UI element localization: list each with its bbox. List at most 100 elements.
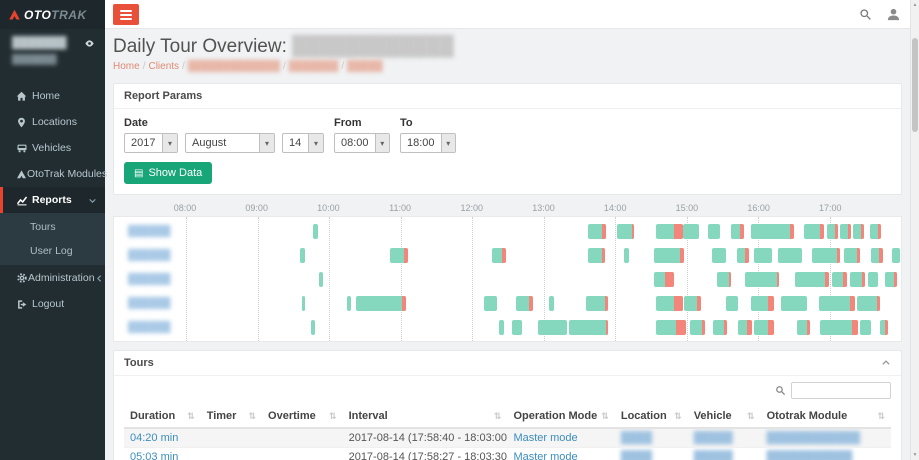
timeline-bar[interactable] xyxy=(300,248,306,263)
timeline-bar[interactable] xyxy=(587,248,605,263)
timeline-bar[interactable] xyxy=(750,224,794,239)
timeline-bar[interactable] xyxy=(745,272,780,287)
timeline-bar[interactable] xyxy=(516,296,533,311)
timeline-bar[interactable] xyxy=(346,296,352,311)
timeline-bar[interactable] xyxy=(730,224,744,239)
timeline-bar[interactable] xyxy=(778,248,803,263)
timeline-bar[interactable] xyxy=(753,320,774,335)
timeline-bar[interactable] xyxy=(750,296,774,311)
timeline-bar[interactable] xyxy=(754,248,773,263)
timeline-bar[interactable] xyxy=(737,320,752,335)
module-link-redacted[interactable]: ████████████ xyxy=(766,432,861,444)
timeline-bar[interactable] xyxy=(684,296,701,311)
timeline-bar[interactable] xyxy=(656,224,683,239)
from-select[interactable]: 08:00 ▾ xyxy=(334,133,390,153)
timeline-bar[interactable] xyxy=(885,272,898,287)
timeline-bar[interactable] xyxy=(484,296,497,311)
sort-icon[interactable]: ⇅ xyxy=(329,411,337,421)
timeline-bar[interactable] xyxy=(811,248,841,263)
column-header-vehicle[interactable]: Vehicle ⇅ xyxy=(687,406,761,429)
sort-icon[interactable]: ⇅ xyxy=(674,411,682,421)
sidebar-item-vehicles[interactable]: Vehicles xyxy=(0,135,105,161)
logo[interactable]: OTO TRAK xyxy=(0,0,105,29)
timeline-bar[interactable] xyxy=(879,320,889,335)
timeline-bar[interactable] xyxy=(856,296,880,311)
day-select[interactable]: 14 ▾ xyxy=(282,133,324,153)
timeline-bar[interactable] xyxy=(831,272,848,287)
duration-link[interactable]: 05:03 min xyxy=(130,451,179,460)
sidebar-item-ototrak-modules[interactable]: OtoTrak Modules xyxy=(0,161,107,187)
timeline-bar[interactable] xyxy=(869,224,881,239)
timeline-bar[interactable] xyxy=(690,320,706,335)
timeline-bar[interactable] xyxy=(654,272,674,287)
timeline-bar[interactable] xyxy=(804,224,824,239)
column-header-ototrak-module[interactable]: Ototrak Module ⇅ xyxy=(760,406,891,429)
scroll-up-icon[interactable]: ▲ xyxy=(912,2,918,8)
year-select[interactable]: 2017 ▾ xyxy=(124,133,178,153)
timeline-bar[interactable] xyxy=(389,248,408,263)
timeline-bar[interactable] xyxy=(682,224,699,239)
timeline-bar[interactable] xyxy=(736,248,750,263)
timeline-bar[interactable] xyxy=(569,320,608,335)
column-header-overtime[interactable]: Overtime ⇅ xyxy=(262,406,343,429)
location-link-redacted[interactable]: ████ xyxy=(620,451,653,460)
sort-icon[interactable]: ⇅ xyxy=(187,411,195,421)
column-header-interval[interactable]: Interval ⇅ xyxy=(342,406,508,429)
timeline-bar[interactable] xyxy=(712,320,727,335)
column-header-operation-mode[interactable]: Operation Mode ⇅ xyxy=(507,406,615,429)
timeline-bar[interactable] xyxy=(725,296,738,311)
search-icon[interactable] xyxy=(859,8,872,21)
to-select[interactable]: 18:00 ▾ xyxy=(400,133,456,153)
timeline-bar[interactable] xyxy=(311,320,316,335)
timeline-bar[interactable] xyxy=(313,224,319,239)
column-header-location[interactable]: Location ⇅ xyxy=(614,406,688,429)
page-scrollbar[interactable]: ▲ ▼ xyxy=(910,0,919,460)
timeline-bar[interactable] xyxy=(843,248,860,263)
timeline-bar[interactable] xyxy=(301,296,306,311)
timeline-bar[interactable] xyxy=(849,272,866,287)
timeline-bar[interactable] xyxy=(492,248,506,263)
timeline-bar[interactable] xyxy=(656,296,683,311)
timeline-bar[interactable] xyxy=(356,296,407,311)
breadcrumb-link-clients[interactable]: Clients xyxy=(148,61,180,72)
timeline-bar[interactable] xyxy=(623,248,629,263)
column-header-duration[interactable]: Duration ⇅ xyxy=(124,406,201,429)
vehicle-link-redacted[interactable]: █████ xyxy=(693,432,733,444)
breadcrumb-item-redacted[interactable]: █████ xyxy=(347,61,383,72)
sidebar-item-logout[interactable]: Logout xyxy=(0,291,105,317)
timeline-bar[interactable] xyxy=(853,224,864,239)
duration-link[interactable]: 04:20 min xyxy=(130,432,179,444)
sort-icon[interactable]: ⇅ xyxy=(747,411,755,421)
timeline-bar[interactable] xyxy=(587,224,607,239)
operation-mode-link[interactable]: Master mode xyxy=(513,432,578,444)
sort-icon[interactable]: ⇅ xyxy=(248,411,257,421)
timeline-bar[interactable] xyxy=(780,296,807,311)
timeline-bar[interactable] xyxy=(512,320,523,335)
timeline-bar[interactable] xyxy=(826,224,839,239)
timeline-bar[interactable] xyxy=(617,224,635,239)
timeline-bar[interactable] xyxy=(716,272,731,287)
timeline-bar[interactable] xyxy=(318,272,324,287)
collapse-panel-icon[interactable] xyxy=(881,358,891,368)
timeline-bar[interactable] xyxy=(707,224,721,239)
sort-icon[interactable]: ⇅ xyxy=(601,411,609,421)
operation-mode-link[interactable]: Master mode xyxy=(513,451,578,460)
breadcrumb-item-redacted[interactable]: ███████ xyxy=(288,61,339,72)
timeline-bar[interactable] xyxy=(711,248,726,263)
sidebar-item-home[interactable]: Home xyxy=(0,83,105,109)
timeline-bar[interactable] xyxy=(549,296,554,311)
show-data-button[interactable]: ▤ Show Data xyxy=(124,162,213,184)
timeline-bar[interactable] xyxy=(860,320,871,335)
sidebar-item-administration[interactable]: Administration xyxy=(0,265,105,291)
vehicle-link-redacted[interactable]: █████ xyxy=(693,451,733,460)
timeline-bar[interactable] xyxy=(537,320,568,335)
module-link-redacted[interactable]: ███████████ xyxy=(766,451,853,460)
sort-icon[interactable]: ⇅ xyxy=(877,411,885,421)
sort-icon[interactable]: ⇅ xyxy=(493,411,502,421)
timeline-bar[interactable] xyxy=(499,320,505,335)
sidebar-item-locations[interactable]: Locations xyxy=(0,109,105,135)
table-search-input[interactable] xyxy=(791,382,891,399)
timeline-bar[interactable] xyxy=(656,320,687,335)
timeline-bar[interactable] xyxy=(868,272,879,287)
breadcrumb-link-home[interactable]: Home xyxy=(113,61,140,72)
